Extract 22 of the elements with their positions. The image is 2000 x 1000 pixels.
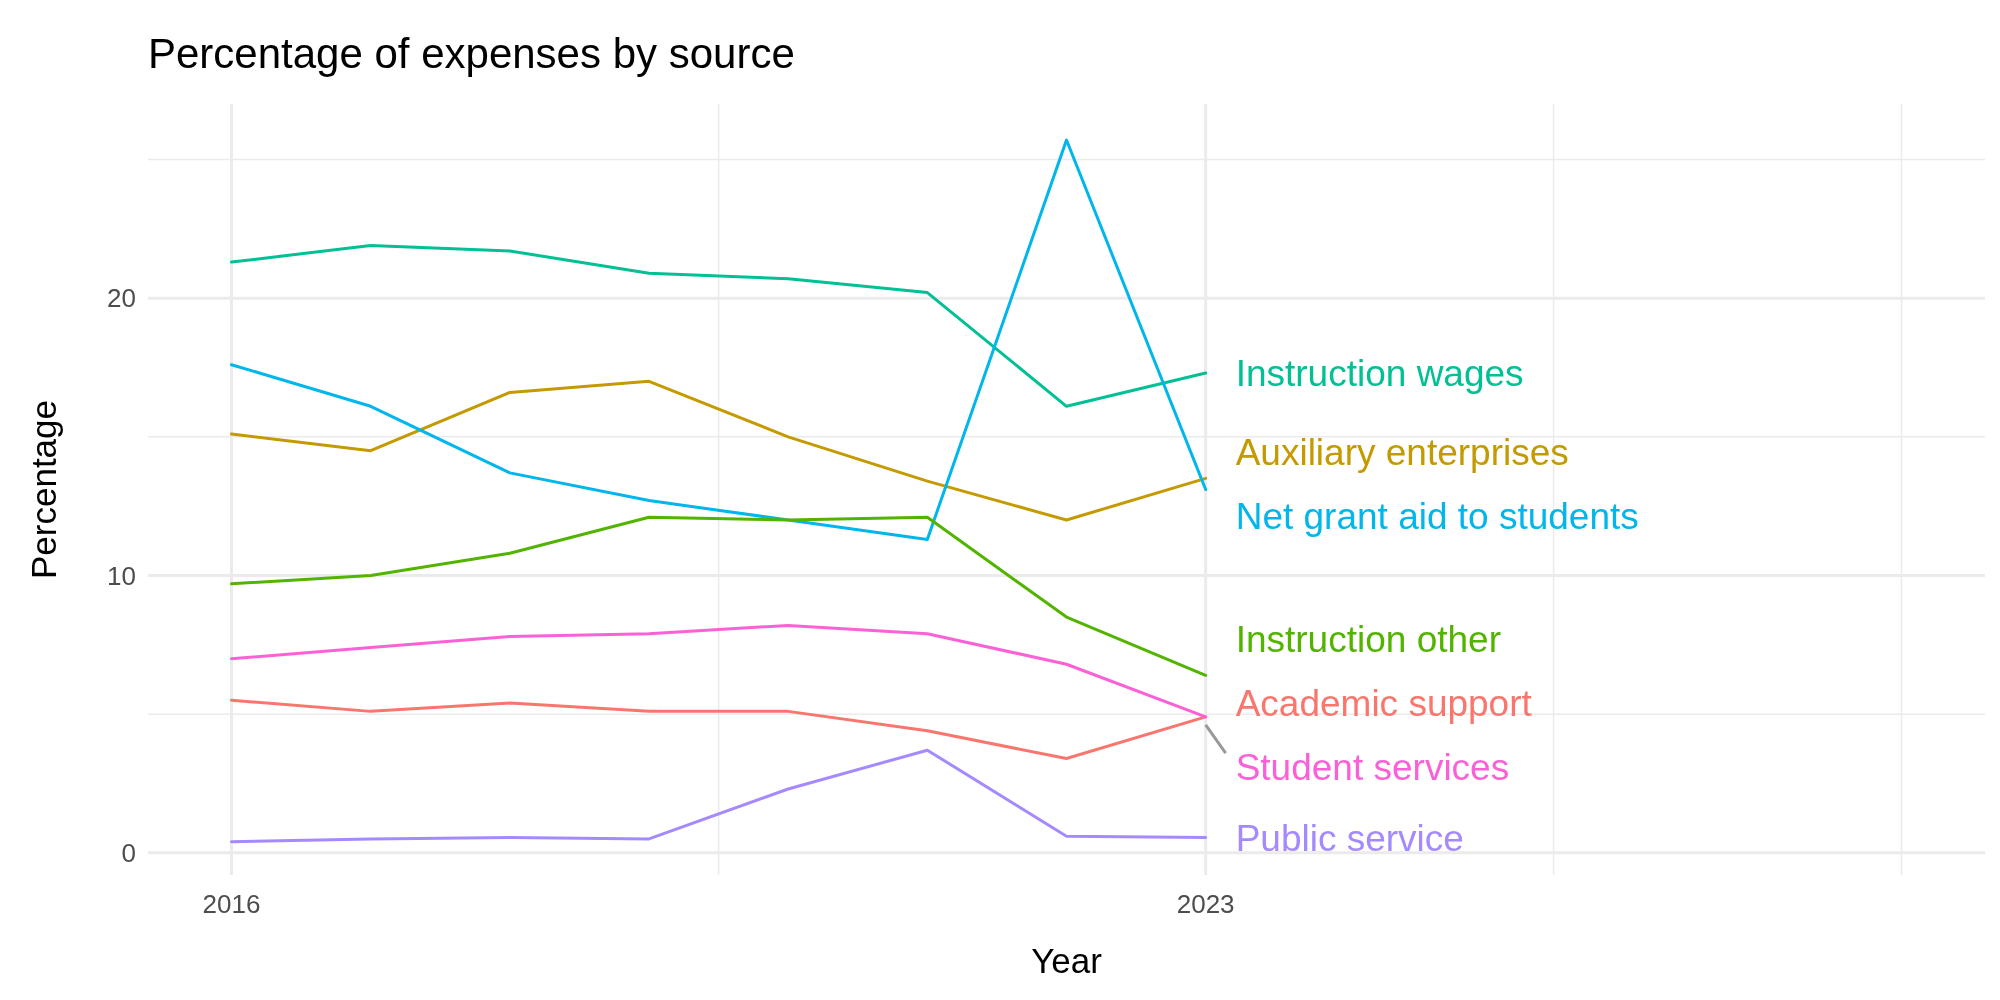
y-axis-title: Percentage	[24, 399, 63, 580]
y-tick-label: 20	[107, 283, 136, 314]
line-series	[230, 379, 1208, 522]
series-label: Auxiliary enterprises	[1235, 431, 1569, 473]
series-label: Academic support	[1235, 683, 1533, 724]
series-label: Net grant aid to students	[1235, 495, 1639, 537]
line-series	[230, 138, 1208, 541]
chart-title: Percentage of expenses by source	[148, 30, 795, 77]
series-label: Instruction other	[1235, 619, 1501, 660]
y-tick-label: 0	[121, 837, 136, 868]
line-series	[230, 243, 1208, 408]
series-label: Student services	[1235, 747, 1510, 788]
y-tick-label: 10	[107, 560, 136, 591]
line-series	[230, 698, 1208, 761]
x-axis-title: Year	[1031, 941, 1103, 980]
series-label: Instruction wages	[1235, 352, 1524, 394]
series-label: Public service	[1235, 817, 1464, 859]
line-series	[230, 623, 1208, 719]
line-series	[230, 515, 1208, 677]
line-series	[230, 748, 1208, 844]
x-tick-label: 2023	[1176, 889, 1235, 919]
x-tick-label: 2016	[202, 889, 261, 919]
